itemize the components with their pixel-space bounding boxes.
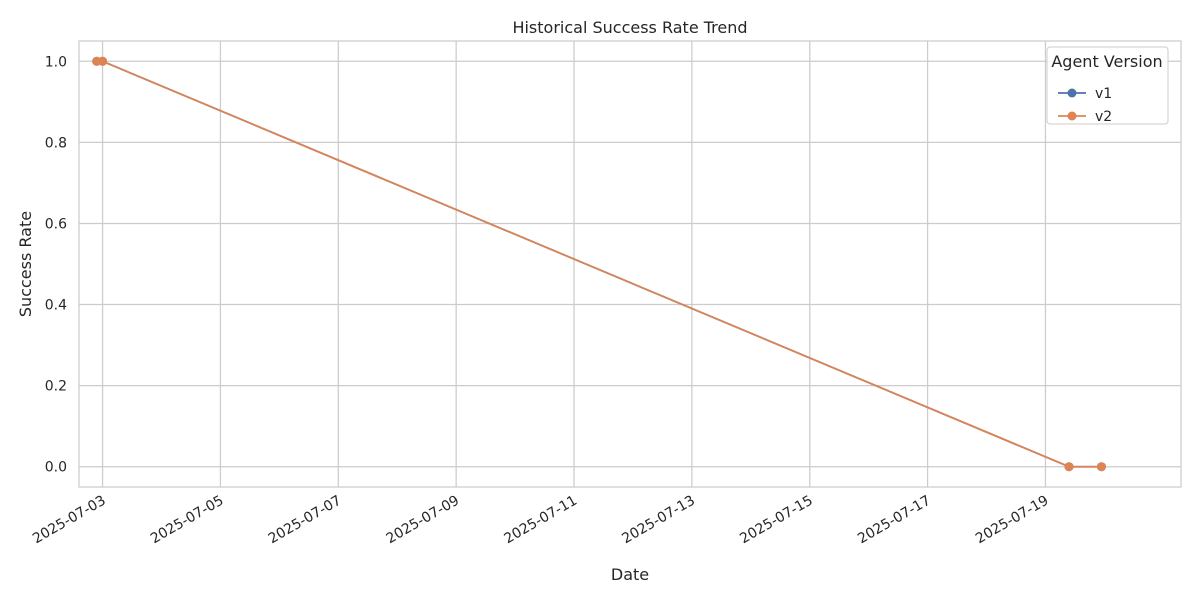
y-tick-label: 0.0 xyxy=(45,460,67,476)
series-layer xyxy=(92,56,1106,472)
data-point-v2-1 xyxy=(98,56,108,66)
y-tick-labels: 0.0 0.2 0.4 0.6 0.8 1.0 xyxy=(45,54,67,475)
y-tick-label: 1.0 xyxy=(45,54,67,70)
y-tick-label: 0.6 xyxy=(45,216,67,232)
legend-label-v2: v2 xyxy=(1095,109,1112,125)
plot-frame xyxy=(78,40,1182,488)
legend-marker-v2 xyxy=(1067,111,1077,121)
legend-box xyxy=(1046,46,1169,125)
data-point-v2-2 xyxy=(1064,462,1074,472)
y-axis-title: Success Rate xyxy=(16,211,35,317)
chart-title: Historical Success Rate Trend xyxy=(512,18,747,37)
legend-label-v1: v1 xyxy=(1095,86,1112,102)
legend-marker-v1 xyxy=(1067,88,1077,98)
y-tick-label: 0.2 xyxy=(45,379,67,395)
y-tick-label: 0.4 xyxy=(45,298,67,314)
grid xyxy=(79,41,1181,487)
x-axis-title: Date xyxy=(611,565,649,584)
data-point-v2-3 xyxy=(1096,462,1106,472)
legend-title: Agent Version xyxy=(1051,52,1162,71)
series-v2 xyxy=(92,56,1106,472)
y-tick-label: 0.8 xyxy=(45,135,67,151)
